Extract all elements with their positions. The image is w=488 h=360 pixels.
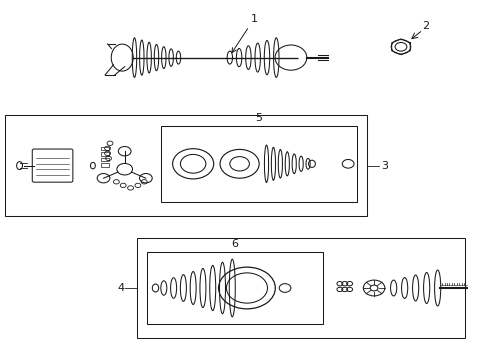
- Bar: [101, 163, 109, 167]
- Text: 4: 4: [117, 283, 124, 293]
- Text: 3: 3: [381, 161, 387, 171]
- Bar: [161, 126, 356, 202]
- Bar: [146, 252, 322, 324]
- Bar: [101, 152, 109, 156]
- Text: 2: 2: [421, 21, 428, 31]
- Text: 5: 5: [255, 113, 262, 123]
- Bar: [101, 158, 109, 161]
- Bar: [137, 238, 464, 338]
- Text: 1: 1: [231, 14, 257, 53]
- Bar: [101, 147, 109, 150]
- Text: 6: 6: [231, 239, 238, 249]
- Bar: [5, 115, 366, 216]
